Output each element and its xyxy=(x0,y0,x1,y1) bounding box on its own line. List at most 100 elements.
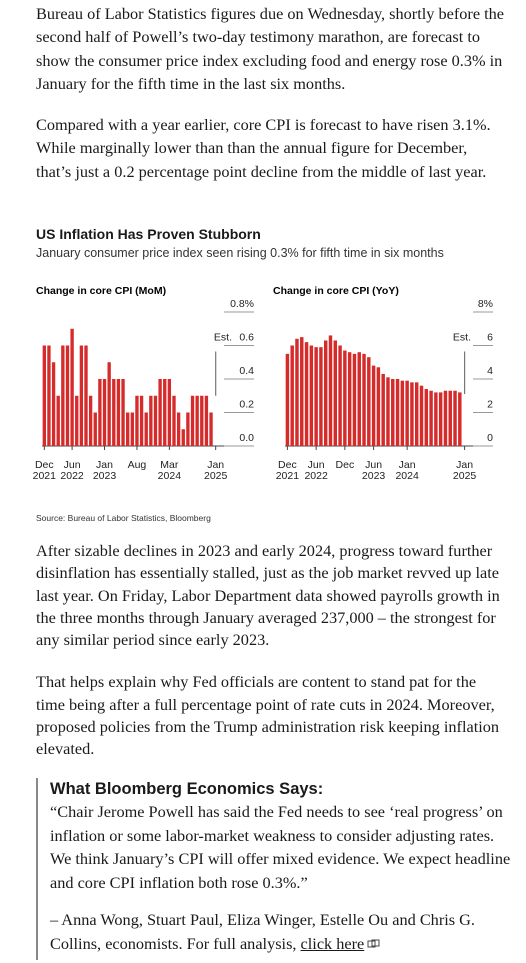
bar xyxy=(186,412,190,446)
bar xyxy=(135,395,139,446)
bar xyxy=(70,328,74,446)
bar xyxy=(367,357,371,446)
bar xyxy=(158,379,162,446)
bar xyxy=(176,412,181,446)
y-tick-label: 4 xyxy=(487,365,493,377)
external-link-icon xyxy=(367,939,380,947)
x-tick-label: Dec 2021 xyxy=(275,459,300,482)
bar xyxy=(153,395,158,446)
bar xyxy=(381,373,385,446)
bar xyxy=(88,395,93,446)
bar xyxy=(209,412,213,446)
y-tick-label: 0.2 xyxy=(239,398,254,410)
callout-quote: “Chair Jerome Powell has said the Fed ne… xyxy=(50,802,511,892)
bar xyxy=(309,345,314,446)
x-labels: Dec 2021 Jun 2022 Jan 2023 Aug Mar 2024 Jan 2… xyxy=(0,270,526,510)
bar xyxy=(328,335,333,446)
bar xyxy=(410,382,414,446)
paragraph: Bureau of Labor Statistics figures due o… xyxy=(36,4,505,93)
y-tick-label: 8% xyxy=(478,298,493,310)
bar xyxy=(453,390,457,446)
bar xyxy=(448,390,452,446)
estimate-label: Est. xyxy=(214,331,232,343)
bar xyxy=(112,379,116,446)
bar xyxy=(116,379,121,446)
source: Source: Bureau of Labor Statistics, Bloo… xyxy=(36,513,211,523)
bar xyxy=(429,390,433,446)
chart-title: Change in core CPI (YoY) xyxy=(273,285,399,297)
bar xyxy=(290,345,294,446)
callout-heading: What Bloomberg Economics Says: xyxy=(50,780,324,798)
bar xyxy=(300,337,304,446)
bar xyxy=(424,389,429,446)
estimate-label: Est. xyxy=(453,331,471,343)
bar xyxy=(443,390,448,446)
callout: What Bloomberg Economics Says: “Chair Je… xyxy=(36,778,512,960)
bar xyxy=(352,353,357,446)
bar xyxy=(323,340,328,446)
bar xyxy=(93,412,97,446)
bar xyxy=(362,353,366,446)
x-tick-label: Dec 2021 xyxy=(32,459,56,482)
bar xyxy=(333,340,338,446)
bar xyxy=(130,412,134,446)
bar xyxy=(84,345,88,446)
x-tick-label: Jun 2023 xyxy=(361,459,386,482)
bar xyxy=(371,365,376,446)
bar xyxy=(414,382,419,446)
bar xyxy=(338,345,342,446)
bar xyxy=(386,377,390,446)
bar xyxy=(102,379,107,446)
bar xyxy=(107,362,111,446)
chart-section-title: US Inflation Has Proven Stubborn xyxy=(36,226,261,242)
charts: Change in core CPI (MoM) 0.0 0.2 0.4 0.6 0.8%… xyxy=(36,285,493,450)
bar xyxy=(391,379,395,446)
y-tick-label: 0.0 xyxy=(239,432,254,444)
bar xyxy=(343,350,347,446)
bar xyxy=(458,392,462,446)
y-tick-label: 0 xyxy=(487,432,493,444)
bar xyxy=(47,345,51,446)
paragraph: Compared with a year earlier, core CPI i… xyxy=(36,115,491,181)
y-tick-label: 0.4 xyxy=(239,365,254,377)
link[interactable]: click here xyxy=(300,933,365,953)
x-tick-label: Jun 2022 xyxy=(60,459,84,482)
bar xyxy=(51,362,56,446)
bar xyxy=(172,395,176,446)
chart-title: Change in core CPI (MoM) xyxy=(36,285,166,297)
x-tick-label: Jan 2024 xyxy=(395,459,419,482)
bar xyxy=(200,395,204,446)
bar xyxy=(56,395,60,446)
bar xyxy=(65,345,70,446)
bar xyxy=(405,380,409,446)
y-tick-label: 6 xyxy=(487,331,493,343)
bar xyxy=(395,379,400,446)
bar xyxy=(204,395,209,446)
bar xyxy=(357,352,361,446)
bar xyxy=(139,395,144,446)
x-tick-label: Mar 2024 xyxy=(157,459,182,482)
y-tick-label: 0.8% xyxy=(230,298,254,310)
bar xyxy=(149,395,153,446)
chart-section-subtitle: January consumer price index seen rising… xyxy=(36,246,444,260)
bar xyxy=(121,379,125,446)
bar xyxy=(144,412,148,446)
x-tick-label: Jan 2025 xyxy=(203,459,228,482)
x-tick-label: Aug xyxy=(127,459,147,471)
bar xyxy=(79,345,84,446)
x-tick-label: Jan 2023 xyxy=(92,459,117,482)
bar xyxy=(126,412,130,446)
paragraph: After sizable declines in 2023 and early… xyxy=(36,541,500,650)
bar xyxy=(42,345,46,446)
bar xyxy=(376,367,381,446)
body-text: After sizable declines in 2023 and early… xyxy=(0,540,526,761)
bar xyxy=(314,347,318,446)
x-tick-label: Jun 2022 xyxy=(304,459,328,482)
paragraph: That helps explain why Fed officials are… xyxy=(36,672,500,759)
bar xyxy=(190,395,195,446)
bar xyxy=(167,379,172,446)
bar xyxy=(61,345,65,446)
bar xyxy=(181,429,185,446)
bar xyxy=(434,392,438,446)
